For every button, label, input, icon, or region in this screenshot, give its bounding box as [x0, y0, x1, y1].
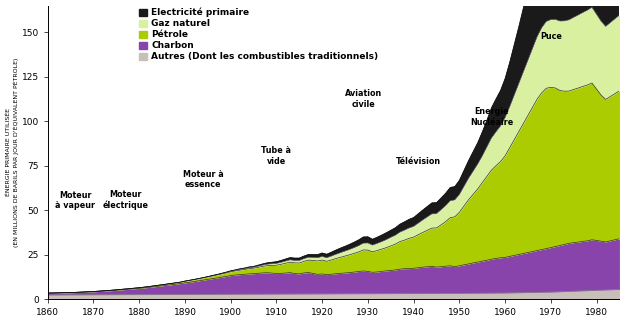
Text: Télévision: Télévision	[396, 157, 441, 166]
Text: Aviation
civile: Aviation civile	[345, 89, 382, 109]
Text: Moteur
électrique: Moteur électrique	[102, 190, 149, 210]
Text: Energie
Nucléaire: Energie Nucléaire	[470, 107, 513, 127]
Text: Moteur à
essence: Moteur à essence	[183, 170, 224, 189]
Text: Moteur
à vapeur: Moteur à vapeur	[55, 191, 95, 210]
Text: Puce: Puce	[540, 32, 562, 41]
Y-axis label: ÉNERGIE PRIMAIRE UTILISÉE
(EN MILLIONS DE BARILS PAR JOUR D'ÉQUIVALENT PÉTROLE): ÉNERGIE PRIMAIRE UTILISÉE (EN MILLIONS D…	[6, 58, 19, 247]
Text: Tube à
vide: Tube à vide	[261, 146, 291, 166]
Legend: Electricité primaire, Gaz naturel, Pétrole, Charbon, Autres (Dont les combustibl: Electricité primaire, Gaz naturel, Pétro…	[138, 7, 379, 62]
